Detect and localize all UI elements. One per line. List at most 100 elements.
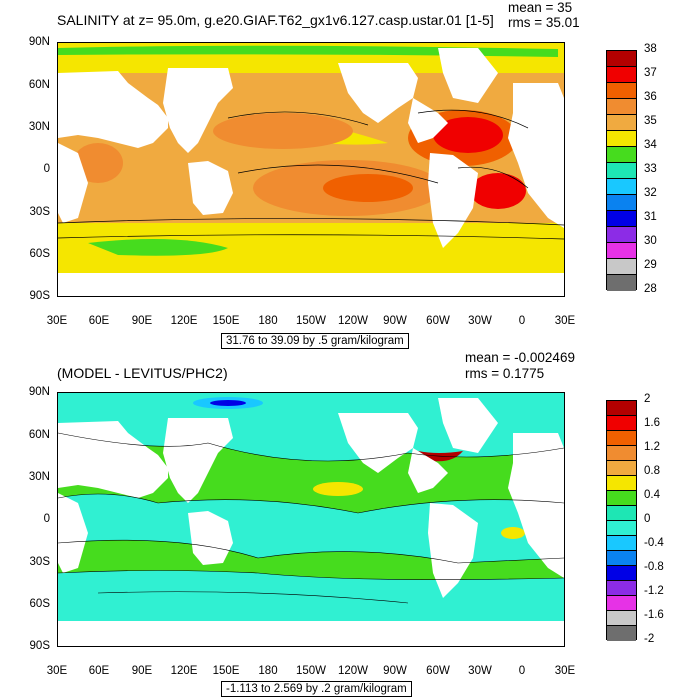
colorbar-label: -1.2: [644, 585, 664, 597]
colorbar-swatch: [607, 611, 636, 626]
colorbar-label: 29: [644, 259, 657, 271]
colorbar-swatch: [607, 506, 636, 521]
colorbar-label: 30: [644, 235, 657, 247]
antarctica: [58, 621, 564, 646]
colorbar-swatch: [607, 163, 636, 179]
colorbar-swatch: [607, 51, 636, 67]
colorbar-label: 1.6: [644, 417, 660, 429]
rms-readout: rms = 35.01: [508, 15, 580, 30]
colorbar-label: 34: [644, 139, 657, 151]
colorbar-swatch: [607, 626, 636, 641]
colorbar-swatch: [607, 259, 636, 275]
difference-contours: [58, 432, 564, 604]
colorbar-swatch: [607, 83, 636, 99]
salinity-map: [57, 42, 565, 297]
colorbar-label: 35: [644, 115, 657, 127]
colorbar-swatch: [607, 275, 636, 291]
lon-label: 30E: [554, 315, 576, 327]
colorbar-label: 0.8: [644, 465, 660, 477]
lon-label: 30W: [468, 665, 492, 677]
lat-label: 0: [43, 163, 50, 175]
land-masses: [58, 48, 564, 248]
lon-label: 180: [258, 315, 278, 327]
colorbar-label: -0.4: [644, 537, 664, 549]
panel-title: SALINITY at z= 95.0m, g.e20.GIAF.T62_gx1…: [57, 12, 494, 28]
lon-label: 120W: [337, 665, 369, 677]
arctic-anomaly-core: [210, 400, 246, 406]
difference-colorbar: [606, 400, 637, 641]
north-pacific-gyre: [213, 113, 353, 149]
colorbar-label: 38: [644, 43, 657, 55]
mean-readout: mean = 35: [508, 0, 573, 15]
colorbar-label: 1.2: [644, 441, 660, 453]
lat-label: 30N: [28, 471, 50, 483]
lon-label: 60E: [88, 665, 110, 677]
difference-panel: (MODEL - LEVITUS/PHC2) mean = -0.002469 …: [0, 350, 700, 700]
south-atlantic-core: [470, 173, 526, 209]
lon-label: 150E: [212, 315, 240, 327]
colorbar-label: 33: [644, 163, 657, 175]
lon-label: 90E: [131, 315, 153, 327]
rms-readout: rms = 0.1775: [465, 366, 545, 381]
lat-label: 30S: [29, 556, 50, 568]
lon-label: 60E: [88, 315, 110, 327]
lon-label: 180: [258, 665, 278, 677]
south-pacific-core: [323, 174, 413, 202]
colorbar-swatch: [607, 416, 636, 431]
lat-label: 60N: [28, 79, 50, 91]
salinity-contours: [58, 109, 564, 240]
colorbar-swatch: [607, 431, 636, 446]
difference-anomaly: [313, 482, 363, 496]
difference-map-canvas: [58, 393, 564, 646]
lon-label: 60W: [426, 315, 450, 327]
lon-label: 60W: [426, 665, 450, 677]
salinity-map-canvas: [58, 43, 564, 296]
lon-label: 120E: [170, 665, 198, 677]
lat-label: 60S: [29, 598, 50, 610]
colorbar-swatch: [607, 115, 636, 131]
difference-anomaly: [501, 527, 525, 539]
colorbar-swatch: [607, 446, 636, 461]
land-masses: [58, 398, 564, 598]
colorbar-label: 36: [644, 91, 657, 103]
lon-label: 30W: [468, 315, 492, 327]
colorbar-label: 2: [644, 393, 651, 405]
mean-readout: mean = -0.002469: [465, 350, 575, 365]
lon-label: 150W: [295, 665, 327, 677]
colorbar-label: 37: [644, 67, 657, 79]
colorbar-swatch: [607, 566, 636, 581]
colorbar-swatch: [607, 227, 636, 243]
lon-label: 30E: [46, 665, 68, 677]
lon-label: 90W: [383, 315, 407, 327]
salinity-contour-fill: [58, 45, 558, 57]
colorbar-swatch: [607, 596, 636, 611]
colorbar-swatch: [607, 211, 636, 227]
colorbar-label: 32: [644, 187, 657, 199]
colorbar-label: -0.8: [644, 561, 664, 573]
colorbar-swatch: [607, 581, 636, 596]
lat-label: 30N: [28, 121, 50, 133]
lat-label: 30S: [29, 206, 50, 218]
colorbar-swatch: [607, 491, 636, 506]
lon-label: 0: [518, 665, 526, 677]
colorbar-label: 0: [644, 513, 651, 525]
colorbar-label: -2: [644, 633, 655, 645]
arabian-sea-high: [73, 143, 123, 183]
salinity-panel: SALINITY at z= 95.0m, g.e20.GIAF.T62_gx1…: [28, 0, 657, 349]
colorbar-swatch: [607, 131, 636, 147]
lon-label: 150W: [295, 315, 327, 327]
lat-label: 60S: [29, 248, 50, 260]
contour-range-box: -1.113 to 2.569 by .2 gram/kilogram: [221, 681, 412, 697]
colorbar-label: 28: [644, 283, 657, 295]
colorbar-swatch: [607, 243, 636, 259]
colorbar-label: 31: [644, 211, 657, 223]
lon-label: 30E: [46, 315, 68, 327]
north-atlantic-core: [433, 117, 503, 153]
lat-label: 90N: [28, 386, 50, 398]
colorbar-swatch: [607, 195, 636, 211]
colorbar-swatch: [607, 401, 636, 416]
lon-label: 120E: [170, 315, 198, 327]
lon-label: 90E: [131, 665, 153, 677]
lon-label: 30E: [554, 665, 576, 677]
colorbar-swatch: [607, 536, 636, 551]
